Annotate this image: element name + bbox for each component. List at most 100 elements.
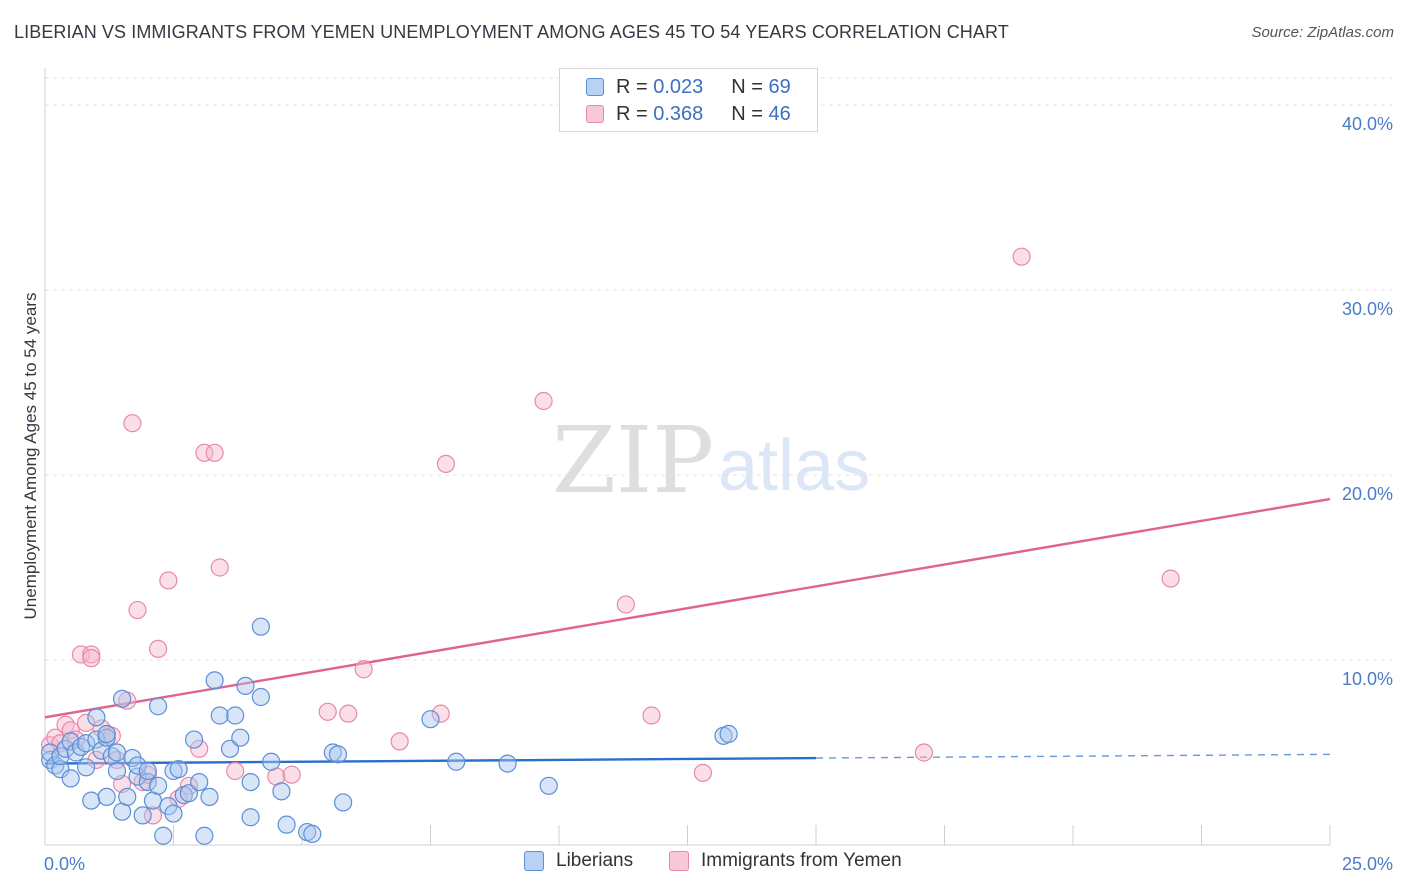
y-tick-label: 10.0%	[1342, 669, 1393, 689]
point-liberian	[148, 697, 168, 716]
point-yemen	[1012, 247, 1031, 266]
point-liberian	[334, 793, 353, 812]
point-yemen	[92, 719, 111, 738]
point-liberian	[51, 760, 70, 779]
point-yemen	[190, 739, 209, 758]
point-liberian	[195, 826, 214, 845]
legend-row-liberians: R = 0.023 N = 69	[586, 74, 791, 100]
point-liberian	[107, 761, 127, 781]
grid-lines	[45, 77, 1392, 661]
legend-swatch-liberians	[586, 78, 604, 96]
point-yemen	[431, 704, 450, 723]
point-yemen	[148, 639, 168, 659]
point-yemen	[318, 702, 337, 721]
y-axis-title: Unemployment Among Ages 45 to 54 years	[21, 293, 40, 620]
point-yemen	[195, 443, 214, 462]
point-yemen	[642, 706, 661, 725]
point-liberian	[61, 769, 80, 788]
point-liberian	[190, 772, 209, 792]
point-liberian	[303, 824, 322, 844]
point-yemen	[159, 571, 178, 590]
point-liberian	[241, 772, 260, 792]
point-yemen	[128, 600, 147, 620]
legend-row-yemen: R = 0.368 N = 46	[586, 101, 791, 127]
point-yemen	[339, 704, 358, 723]
point-liberian	[97, 787, 116, 807]
legend-r-value: 0.368	[653, 102, 704, 125]
point-yemen	[693, 763, 713, 782]
point-liberian	[262, 752, 281, 771]
y-tick-label: 20.0%	[1342, 484, 1393, 504]
trend-line-liberians-extension	[815, 753, 1331, 759]
point-liberian	[138, 761, 157, 781]
point-liberian	[421, 710, 440, 729]
point-yemen	[71, 645, 91, 664]
x-tick-labels: 0.0% 25.0%	[44, 854, 1393, 874]
point-yemen	[179, 776, 199, 795]
legend-swatch-yemen	[586, 105, 604, 123]
point-liberian	[41, 750, 60, 770]
point-liberian	[77, 758, 96, 777]
point-yemen	[87, 750, 106, 770]
stats-legend: R = 0.023 N = 69 R = 0.368 N = 46	[559, 68, 818, 132]
point-yemen	[123, 414, 142, 433]
legend-r-value: 0.023	[653, 75, 704, 98]
point-liberian	[82, 791, 101, 810]
trend-line-liberians	[44, 756, 817, 765]
point-yemen	[436, 454, 456, 473]
point-liberian	[154, 826, 173, 845]
x-tick-label: 0.0%	[44, 854, 85, 874]
point-liberian	[272, 782, 291, 801]
trend-line-yemen	[44, 497, 1331, 719]
point-liberian	[107, 743, 127, 762]
point-liberian	[179, 784, 199, 803]
y-tick-labels: 10.0% 20.0% 30.0% 40.0%	[1342, 114, 1393, 689]
point-liberian	[226, 706, 245, 725]
point-liberian	[164, 804, 183, 823]
point-liberian	[77, 734, 96, 753]
watermark-atlas-text: atlas	[718, 426, 870, 506]
series-label-yemen: Immigrants from Yemen	[701, 850, 902, 871]
point-liberian	[447, 752, 466, 771]
point-yemen	[143, 806, 163, 825]
point-liberian	[128, 756, 147, 775]
point-liberian	[231, 728, 250, 747]
point-liberian	[241, 808, 260, 827]
legend-n-label: N =	[731, 102, 769, 125]
point-liberian	[277, 815, 296, 834]
series-legend-yemen: Immigrants from Yemen	[669, 850, 902, 872]
legend-n-label: N =	[731, 75, 769, 98]
series-swatch-yemen	[669, 851, 689, 871]
point-liberian	[133, 806, 152, 825]
y-tick-label: 30.0%	[1342, 299, 1393, 319]
source-label: Source: ZipAtlas.com	[1251, 24, 1394, 41]
watermark: ZIP atlas	[552, 407, 870, 514]
point-liberian	[210, 706, 229, 725]
point-liberian	[220, 739, 240, 758]
point-liberian	[328, 745, 348, 764]
point-liberian	[200, 787, 219, 807]
axes	[44, 68, 1331, 846]
legend-n-value: 69	[768, 75, 791, 98]
point-liberian	[169, 760, 188, 779]
points-liberians	[41, 617, 738, 845]
point-yemen	[205, 443, 224, 462]
point-yemen	[914, 743, 934, 762]
series-swatch-liberians	[524, 851, 544, 871]
point-liberian	[66, 743, 85, 762]
point-liberian	[61, 732, 80, 751]
watermark-zip-text: ZIP	[552, 407, 714, 514]
point-liberian	[719, 724, 738, 744]
point-yemen	[226, 761, 245, 781]
legend-r-label: R =	[616, 75, 654, 98]
point-yemen	[616, 595, 635, 614]
point-liberian	[112, 689, 132, 708]
chart-title: LIBERIAN VS IMMIGRANTS FROM YEMEN UNEMPL…	[14, 22, 1009, 42]
point-liberian	[251, 687, 270, 707]
series-legend: Liberians Immigrants from Yemen	[0, 850, 1406, 878]
legend-r-label: R =	[616, 102, 654, 125]
point-yemen	[354, 660, 373, 679]
point-yemen	[56, 715, 75, 734]
point-liberian	[148, 776, 168, 795]
